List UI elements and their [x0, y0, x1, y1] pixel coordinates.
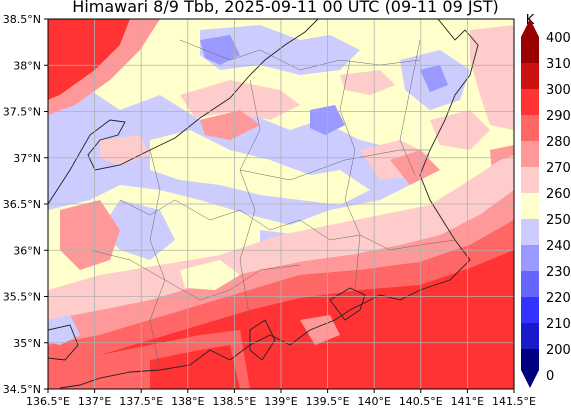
colorbar-level: 200: [546, 343, 571, 358]
colorbar-level: 250: [546, 213, 571, 228]
colorbar-swatch: [521, 89, 539, 115]
lon-tick-label: 137°E: [78, 395, 111, 408]
lat-tick-label: 35°N: [13, 337, 41, 350]
colorbar-swatch: [521, 245, 539, 271]
colorbar-level: 210: [546, 317, 571, 332]
colorbar-swatch: [521, 115, 539, 141]
lat-tick-label: 37.5°N: [3, 106, 41, 119]
colorbar-swatch: [521, 219, 539, 245]
lat-tick-label: 38°N: [13, 59, 41, 72]
colorbar-extend-max: [521, 19, 539, 37]
colorbar-swatch: [521, 63, 539, 89]
lat-tick-label: 36.5°N: [3, 198, 41, 211]
colorbar-level: 280: [546, 135, 571, 150]
colorbar-swatch: [521, 349, 539, 370]
colorbar-swatch: [521, 167, 539, 193]
colorbar-level: 310: [546, 57, 571, 72]
lon-tick-label: 136.5°E: [26, 395, 70, 408]
colorbar-swatch: [521, 323, 539, 349]
colorbar-swatch: [521, 271, 539, 297]
map-title: Himawari 8/9 Tbb, 2025-09-11 00 UTC (09-…: [72, 0, 499, 16]
gridlines: [48, 19, 514, 389]
colorbar-swatch: [521, 37, 539, 63]
colorbar-level: 290: [546, 109, 571, 124]
lon-tick-label: 139.5°E: [306, 395, 350, 408]
lon-tick-label: 137.5°E: [119, 395, 163, 408]
lon-tick-label: 138.5°E: [212, 395, 256, 408]
lon-tick-label: 138°E: [171, 395, 204, 408]
lon-tick-label: 141.5°E: [492, 395, 536, 408]
colorbar-extend-min: [521, 370, 539, 388]
lat-tick-label: 34.5°N: [3, 383, 41, 396]
lat-tick-label: 36°N: [13, 244, 41, 257]
lon-tick-label: 139°E: [264, 395, 297, 408]
lat-tick-label: 37°N: [13, 152, 41, 165]
colorbar-level: 300: [546, 83, 571, 98]
colorbar-level: 270: [546, 161, 571, 176]
lon-tick-label: 140.5°E: [399, 395, 443, 408]
colorbar-swatch: [521, 193, 539, 219]
colorbar-level: 260: [546, 187, 571, 202]
lat-tick-label: 35.5°N: [3, 291, 41, 304]
colorbar-swatch: [521, 297, 539, 323]
colorbar-level: 230: [546, 265, 571, 280]
colorbar-level: 220: [546, 291, 571, 306]
colorbar-level: 240: [546, 239, 571, 254]
x-axis: 136.5°E 137°E 137.5°E 138°E 138.5°E 139°…: [26, 389, 536, 408]
lon-tick-label: 141°E: [451, 395, 484, 408]
y-axis: 34.5°N 35°N 35.5°N 36°N 36.5°N 37°N 37.5…: [3, 13, 48, 396]
colorbar: K 400 310 300 290 280 270 260 250 240 23…: [521, 13, 571, 388]
colorbar-level: 0: [546, 369, 554, 384]
coastlines: [48, 19, 479, 389]
prefecture-boundaries: [89, 39, 456, 371]
colorbar-level: 400: [546, 31, 571, 46]
lat-tick-label: 38.5°N: [3, 13, 41, 26]
lon-tick-label: 140°E: [357, 395, 390, 408]
colorbar-swatch: [521, 141, 539, 167]
